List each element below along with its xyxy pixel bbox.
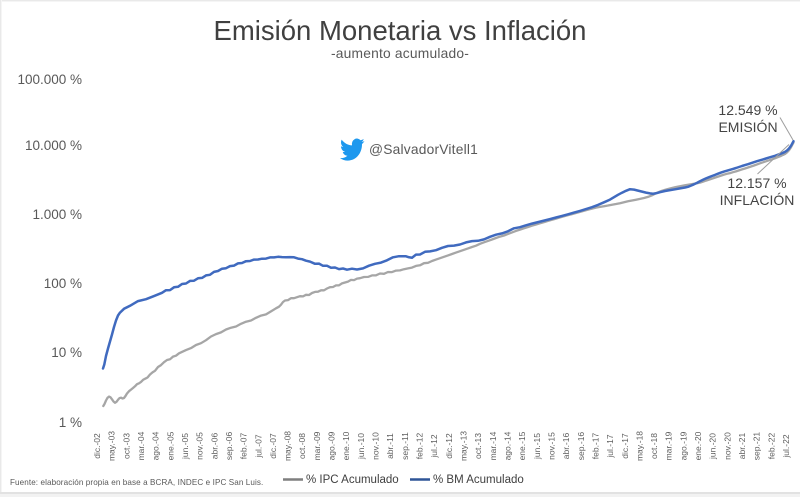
svg-text:mar.-14: mar.-14 [488,431,498,460]
svg-text:feb.-22: feb.-22 [766,432,776,459]
svg-text:ene.-15: ene.-15 [517,431,527,460]
svg-text:ago.-14: ago.-14 [503,431,513,460]
svg-text:mar.-19: mar.-19 [664,431,674,460]
svg-text:sep.-11: sep.-11 [400,432,410,460]
svg-text:mar.-04: mar.-04 [136,431,146,460]
svg-text:nov.-05: nov.-05 [195,432,205,460]
svg-text:sep.-16: sep.-16 [576,432,586,461]
svg-text:jun.-10: jun.-10 [356,433,366,460]
svg-text:jul.-22: jul.-22 [781,434,791,458]
svg-text:may.-08: may.-08 [283,431,293,461]
svg-text:mar.-09: mar.-09 [312,431,322,460]
svg-text:ene.-05: ene.-05 [165,431,175,460]
svg-text:oct.-13: oct.-13 [473,433,483,459]
svg-text:abr.-06: abr.-06 [209,432,219,459]
svg-text:jun.-05: jun.-05 [180,433,190,460]
svg-text:jun.-20: jun.-20 [708,433,718,460]
svg-text:dic.-12: dic.-12 [444,433,454,459]
svg-text:feb.-17: feb.-17 [590,432,600,459]
svg-text:dic.-17: dic.-17 [620,433,630,459]
svg-text:jun.-15: jun.-15 [532,433,542,460]
svg-text:may.-18: may.-18 [634,431,644,461]
svg-text:oct.-08: oct.-08 [297,433,307,459]
svg-text:nov.-20: nov.-20 [722,432,732,460]
svg-text:may.-13: may.-13 [459,431,469,461]
svg-text:ago.-19: ago.-19 [678,431,688,460]
svg-text:feb.-07: feb.-07 [239,432,249,459]
svg-text:ago.-04: ago.-04 [151,431,161,460]
svg-text:abr.-11: abr.-11 [385,433,395,459]
svg-text:oct.-18: oct.-18 [649,433,659,459]
svg-text:abr.-21: abr.-21 [737,432,747,459]
svg-text:jul.-17: jul.-17 [605,434,615,458]
svg-text:dic.-07: dic.-07 [268,433,278,459]
svg-text:feb.-12: feb.-12 [415,432,425,459]
svg-text:abr.-16: abr.-16 [561,432,571,459]
svg-text:oct.-03: oct.-03 [121,433,131,459]
svg-text:ago.-09: ago.-09 [327,431,337,460]
svg-text:dic.-02: dic.-02 [92,433,102,459]
svg-text:sep.-21: sep.-21 [752,432,762,461]
svg-text:ene.-10: ene.-10 [341,431,351,460]
svg-text:jul.-07: jul.-07 [253,434,263,458]
svg-text:ene.-20: ene.-20 [693,431,703,460]
svg-text:nov.-15: nov.-15 [547,432,557,460]
svg-text:nov.-10: nov.-10 [371,432,381,460]
svg-text:jul.-12: jul.-12 [429,434,439,458]
svg-text:may.-03: may.-03 [107,431,117,461]
svg-text:sep.-06: sep.-06 [224,432,234,461]
